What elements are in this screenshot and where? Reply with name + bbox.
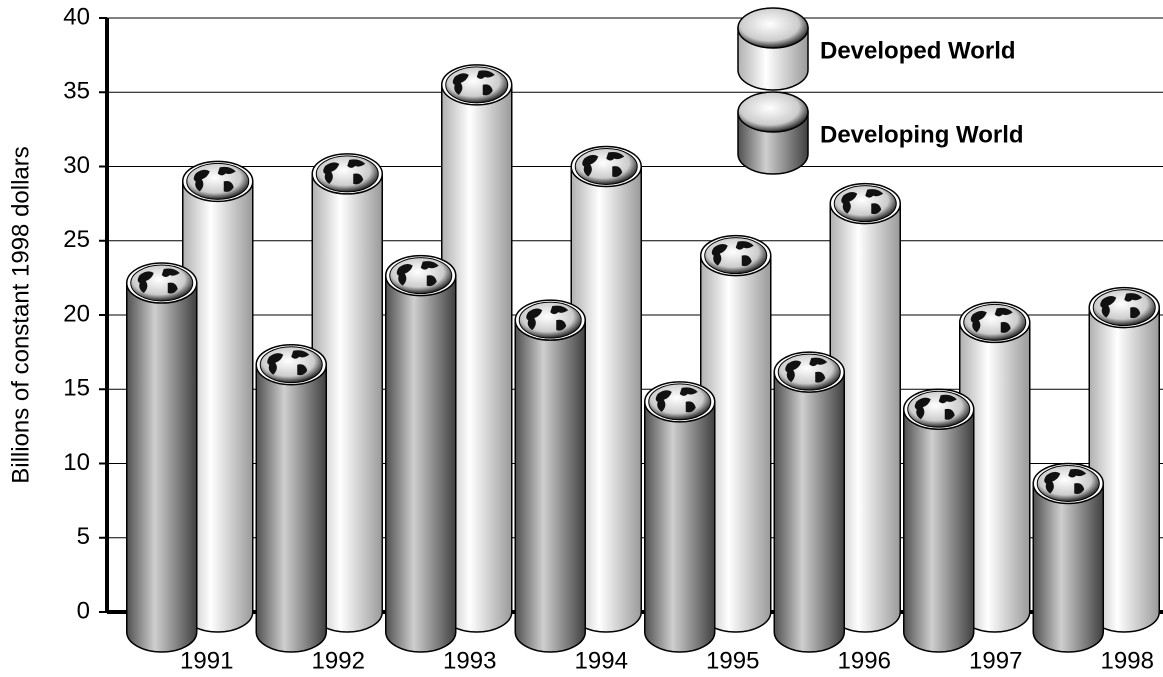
bar xyxy=(256,345,326,652)
cylinder-body xyxy=(904,409,974,652)
bar xyxy=(904,389,974,652)
y-tick-label: 20 xyxy=(63,300,90,327)
y-tick-label: 5 xyxy=(77,523,90,550)
x-tick-label: 1994 xyxy=(575,647,628,674)
x-tick-label: 1992 xyxy=(312,647,365,674)
cylinder-body xyxy=(256,365,326,652)
bar xyxy=(386,256,456,652)
x-tick-label: 1991 xyxy=(180,647,233,674)
cylinder-body xyxy=(774,372,844,652)
legend-globe xyxy=(738,8,808,48)
bar xyxy=(774,352,844,652)
x-tick-label: 1993 xyxy=(443,647,496,674)
bar xyxy=(645,382,715,652)
y-tick-label: 35 xyxy=(63,78,90,105)
legend-label: Developing World xyxy=(820,121,1024,148)
x-tick-label: 1998 xyxy=(1101,647,1154,674)
y-tick-label: 15 xyxy=(63,375,90,402)
legend-item: Developed World xyxy=(738,8,1016,90)
x-tick-label: 1997 xyxy=(969,647,1022,674)
y-tick-label: 10 xyxy=(63,449,90,476)
cylinder-body xyxy=(645,402,715,652)
y-tick-label: 0 xyxy=(77,597,90,624)
legend-item: Developing World xyxy=(738,92,1024,174)
x-tick-label: 1996 xyxy=(838,647,891,674)
y-tick-label: 40 xyxy=(63,3,90,30)
legend-label: Developed World xyxy=(820,37,1016,64)
cylinder-body xyxy=(1033,484,1103,653)
cylinder-body xyxy=(515,320,585,652)
bar xyxy=(515,300,585,652)
bar xyxy=(1033,464,1103,653)
y-tick-label: 30 xyxy=(63,152,90,179)
bar xyxy=(127,263,197,652)
chart: Billions of constant 1998 dollars 0 5 10 15… xyxy=(0,0,1163,677)
cylinder-body xyxy=(386,276,456,652)
y-axis-title: Billions of constant 1998 dollars xyxy=(7,146,34,484)
cylinder-body xyxy=(127,283,197,652)
legend-globe xyxy=(738,92,808,132)
y-tick-label: 25 xyxy=(63,226,90,253)
x-tick-label: 1995 xyxy=(706,647,759,674)
